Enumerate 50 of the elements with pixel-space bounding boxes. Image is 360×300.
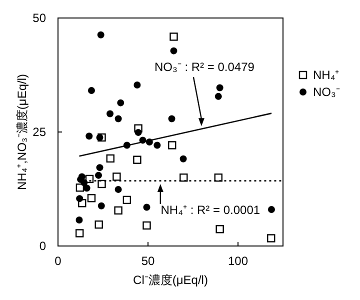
point — [180, 155, 187, 162]
point — [168, 141, 176, 150]
point — [95, 172, 102, 179]
point — [106, 154, 114, 163]
point — [96, 164, 104, 172]
point — [88, 87, 95, 94]
x-axis-title: Cl⁻濃度(μEq/l) — [133, 273, 208, 287]
point — [268, 206, 275, 214]
y-tick-label: 25 — [32, 125, 46, 139]
point — [76, 229, 84, 238]
y-tick-label: 0 — [39, 239, 46, 253]
point — [83, 184, 90, 192]
point — [122, 196, 132, 204]
point — [214, 92, 222, 100]
point — [106, 110, 114, 118]
point — [114, 186, 122, 193]
legend-label: NH₄⁺ — [313, 68, 340, 82]
x-tick-label: 100 — [228, 254, 248, 268]
y-tick-label: 50 — [32, 11, 46, 25]
point — [112, 172, 121, 181]
x-tick-label: 0 — [54, 254, 62, 268]
point — [216, 84, 224, 92]
point — [97, 31, 104, 38]
point — [170, 47, 178, 54]
legend-label: NO₃⁻ — [313, 85, 340, 99]
point — [98, 180, 106, 188]
point — [168, 115, 176, 122]
point — [114, 206, 122, 215]
annotation: NO₃⁻ : R² = 0.0479 — [154, 60, 255, 74]
point — [133, 156, 142, 164]
point — [94, 220, 103, 229]
point — [87, 194, 96, 202]
point — [117, 99, 124, 106]
point — [154, 142, 161, 149]
x-tick-label: 50 — [141, 254, 155, 268]
point — [86, 132, 93, 140]
point — [216, 225, 224, 234]
point — [267, 234, 276, 242]
annotation: NH₄⁺ : R² = 0.0001 — [160, 202, 260, 217]
point — [98, 202, 105, 210]
point — [76, 195, 84, 202]
point — [134, 82, 141, 89]
point — [114, 115, 122, 122]
y-axis-title: NH₄⁺,NO₃⁻濃度(μEq/l) — [15, 74, 29, 190]
point — [143, 204, 150, 211]
point — [96, 134, 104, 141]
point — [142, 221, 151, 230]
point — [170, 32, 178, 41]
point — [76, 216, 83, 224]
point — [134, 128, 142, 136]
